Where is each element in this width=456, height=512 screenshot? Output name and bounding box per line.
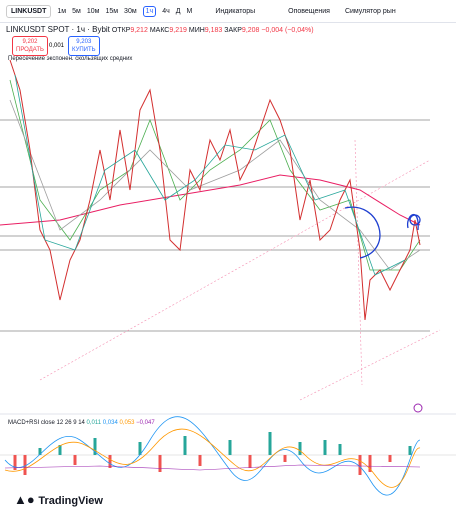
- alerts-button[interactable]: Оповещения: [288, 7, 330, 15]
- macd-hist: [13, 432, 412, 475]
- ohlc-value: 9,208: [241, 27, 260, 34]
- change: −0,004 (−0,04%): [261, 27, 314, 34]
- signal-line: [4, 428, 421, 488]
- legend-title: LINKUSDT SPOT · 1ч · Bybit: [6, 25, 110, 34]
- price-up: [14, 74, 406, 276]
- interval[interactable]: Д: [175, 7, 181, 15]
- ohlc-value: 9,183: [204, 27, 223, 34]
- macd-value: −0,047: [136, 420, 155, 426]
- interval[interactable]: М: [186, 7, 193, 15]
- sell-button[interactable]: 9,202 ПРОДАТЬ: [12, 36, 48, 56]
- macd-line: [4, 416, 421, 496]
- interval[interactable]: 30м: [124, 7, 137, 15]
- interval[interactable]: 4ч: [162, 7, 170, 15]
- interval[interactable]: 1ч: [142, 5, 157, 17]
- symbol[interactable]: LINKUSDT: [6, 4, 52, 18]
- macd-legend: MACD+RSI close 12 26 9 14 0,011 0,034 0,…: [8, 420, 155, 426]
- spread: 0,001: [49, 43, 65, 49]
- h-lines: [0, 119, 430, 332]
- replay-button[interactable]: Симулятор рын: [344, 7, 396, 15]
- rsi-line: [4, 464, 421, 471]
- buy-label: КУПИТЬ: [72, 47, 96, 53]
- logo-text: TradingView: [38, 495, 103, 507]
- interval[interactable]: 10м: [86, 7, 100, 15]
- ohlc-value: 9,219: [169, 27, 187, 34]
- alert-icon[interactable]: [413, 403, 423, 413]
- toolbar: LINKUSDT 1м 5м 10м 15м 30м 1ч 4ч Д М Инд…: [0, 0, 456, 23]
- legend: LINKUSDT SPOT · 1ч · Bybit ОТКР9,212 МАК…: [6, 25, 314, 34]
- indicator-name: Пересечение экспонен. скользящих средних: [8, 56, 133, 62]
- interval[interactable]: 5м: [72, 7, 81, 15]
- macd-value: 0,053: [119, 420, 135, 426]
- buy-price: 9,203: [76, 39, 92, 45]
- macd-title: MACD+RSI close 12 26 9 14: [8, 420, 85, 426]
- sell-price: 9,202: [22, 39, 38, 45]
- mid-ma: [9, 99, 421, 271]
- ohlc-value: 9,212: [130, 27, 148, 34]
- logo: ▲● TradingView: [14, 492, 103, 507]
- interval[interactable]: 1м: [57, 7, 67, 15]
- fast-ma: [9, 79, 421, 271]
- macd-value: 0,011: [86, 420, 102, 426]
- trend-lines: [39, 139, 441, 401]
- slow-ma: [0, 174, 421, 226]
- interval[interactable]: 15м: [105, 7, 119, 15]
- indicators-button[interactable]: Индикаторы: [215, 7, 256, 15]
- drawings: [344, 206, 421, 259]
- sell-label: ПРОДАТЬ: [16, 47, 44, 53]
- buy-button[interactable]: 9,203 КУПИТЬ: [68, 36, 100, 56]
- macd-value: 0,034: [102, 420, 118, 426]
- ohlc-label: ОТКР: [111, 27, 131, 34]
- ohlc-label: МИН: [188, 27, 205, 34]
- ohlc-label: МАКС: [149, 27, 170, 34]
- ohlc-label: ЗАКР: [224, 27, 242, 34]
